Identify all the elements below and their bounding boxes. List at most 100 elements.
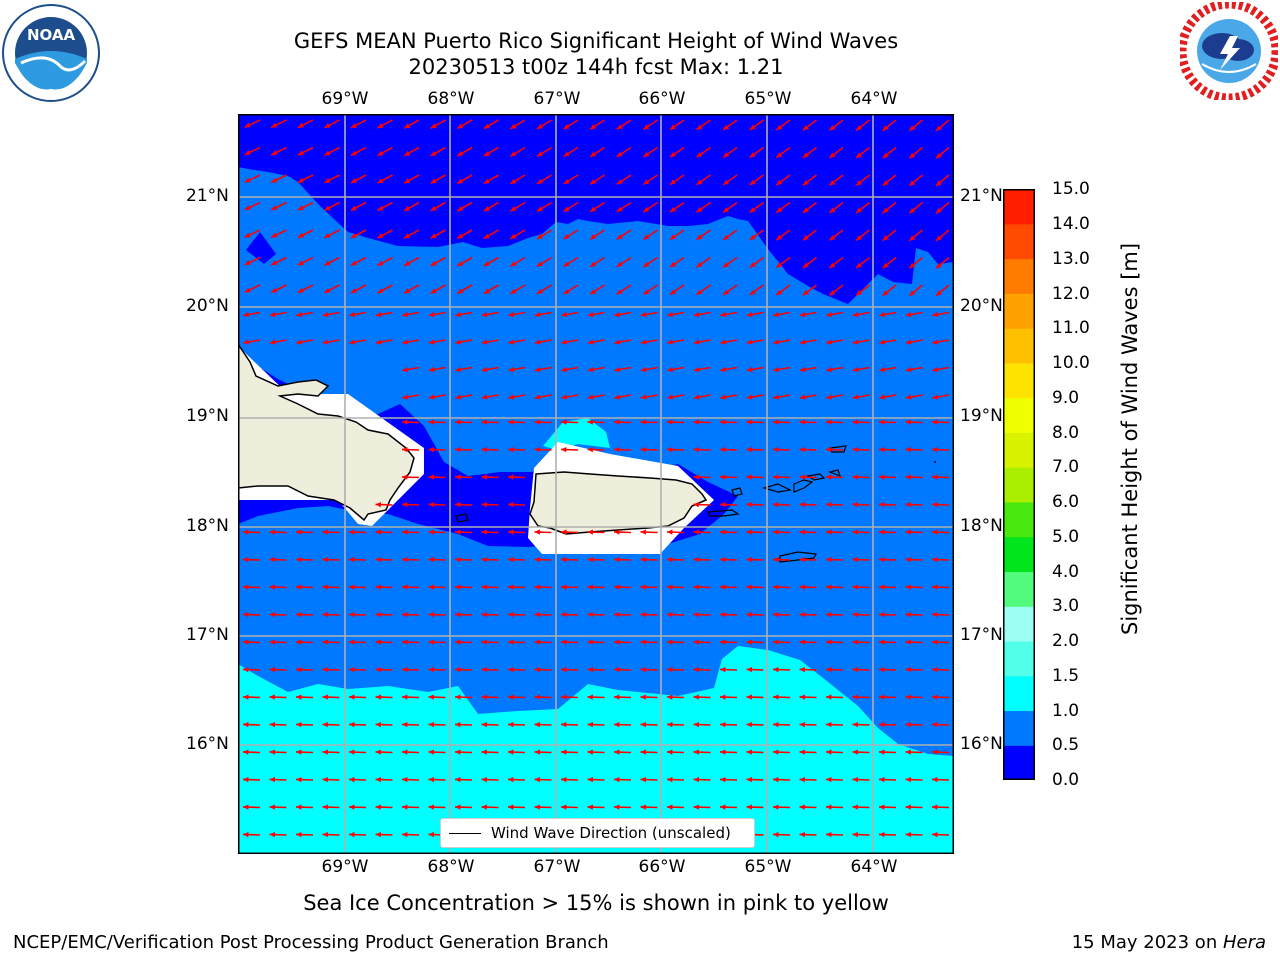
wave-direction-arrowhead (932, 311, 938, 318)
wave-direction-arrowhead (879, 694, 885, 700)
wave-direction-arrowhead (508, 722, 514, 728)
wave-band-0.0-0.5-patch (246, 232, 276, 264)
colorbar-segment (1003, 501, 1035, 538)
wave-direction-arrowhead (455, 529, 461, 535)
wave-direction-arrowhead (799, 474, 805, 480)
wave-direction-arrowhead (587, 366, 594, 373)
colorbar-tick: 1.0 (1052, 701, 1080, 721)
wave-direction-arrowhead (852, 777, 858, 783)
wave-direction-arrowhead (296, 612, 302, 618)
wave-direction-arrowhead (696, 234, 703, 240)
wave-direction-arrowhead (746, 722, 752, 728)
wave-direction-arrowhead (932, 777, 938, 783)
wave-direction-arrowhead (696, 289, 703, 295)
wave-direction-arrowhead (773, 311, 779, 318)
colorbar-segment (1003, 710, 1035, 746)
wave-direction-arrowhead (693, 584, 699, 590)
wave-direction-arrowhead (349, 529, 355, 535)
wave-direction-arrowhead (670, 261, 676, 268)
wave-direction-arrowhead (404, 178, 411, 184)
wave-direction-arrowhead (561, 694, 567, 700)
colorbar-label: Significant Height of Wind Waves [m] (1118, 242, 1142, 635)
wave-direction-arrowhead (587, 529, 593, 535)
wave-direction-arrowhead (404, 123, 411, 129)
wave-direction-arrowhead (402, 447, 408, 453)
wave-direction-arrowhead (375, 722, 381, 728)
wave-direction-arrowhead (377, 205, 384, 211)
land-st-croix (779, 551, 817, 563)
lon-label-top-66w: 66°W (638, 89, 686, 109)
wave-direction-arrowhead (534, 667, 540, 673)
wave-direction-arrowhead (852, 311, 859, 318)
wave-direction-arrowhead (936, 180, 942, 186)
map-legend: Wind Wave Direction (unscaled) (440, 818, 755, 848)
wave-direction-arrowhead (852, 419, 858, 425)
wave-direction-arrowhead (932, 694, 938, 700)
wave-direction-arrowhead (640, 419, 646, 425)
wave-direction-arrowhead (667, 557, 673, 563)
wave-direction-arrowhead (269, 557, 275, 563)
wave-direction-arrowhead (614, 529, 620, 535)
wave-direction-arrowhead (457, 178, 464, 184)
wave-direction-arrowhead (776, 234, 783, 241)
wave-direction-arrowhead (590, 234, 597, 240)
wave-band-1.0-1.5-blob (543, 418, 610, 450)
wave-direction-arrowhead (616, 289, 623, 295)
wave-direction-arrowhead (670, 124, 676, 130)
wave-direction-arrowhead (932, 366, 938, 373)
land-culebra (731, 487, 743, 497)
lat-label-right-18n: 18°N (960, 516, 1003, 536)
wave-direction-arrowhead (455, 366, 461, 373)
wave-direction-arrowhead (455, 339, 461, 345)
wave-direction-arrowhead (856, 125, 862, 131)
wave-direction-arrowhead (882, 180, 889, 186)
wave-direction-arrowhead (269, 722, 275, 728)
colorbar-tick: 0.0 (1052, 770, 1080, 790)
wave-direction-arrowhead (696, 124, 703, 130)
wave-direction-arrowhead (614, 394, 620, 400)
wave-direction-arrowhead (324, 233, 331, 238)
wave-direction-arrowhead (404, 205, 411, 211)
wave-direction-arrowhead (932, 419, 938, 425)
wave-direction-arrowhead (350, 288, 357, 293)
lat-label-right-21n: 21°N (960, 186, 1003, 206)
wave-direction-arrowhead (534, 529, 540, 535)
noaa-logo: NOAA (1, 3, 101, 103)
wave-direction-arrowhead (404, 150, 411, 156)
wave-direction-arrowhead (430, 123, 437, 129)
wave-direction-arrowhead (587, 419, 593, 425)
wave-direction-arrowhead (534, 447, 540, 453)
wave-direction-arrowhead (882, 262, 889, 269)
wave-direction-arrowhead (402, 339, 408, 345)
wave-direction-arrowhead (882, 125, 889, 131)
wave-direction-arrowhead (404, 233, 411, 239)
wave-direction-arrowhead (826, 694, 832, 700)
wave-direction-arrowhead (428, 502, 434, 508)
wave-direction-arrowhead (297, 122, 304, 128)
wave-direction-arrowhead (375, 694, 381, 700)
wave-direction-arrowhead (455, 804, 461, 810)
lon-label-bottom-64w: 64°W (850, 857, 898, 877)
wave-direction-arrowhead (481, 447, 487, 453)
wave-direction-arrowhead (667, 804, 673, 810)
lon-label-top-68w: 68°W (427, 89, 475, 109)
wave-direction-arrowhead (349, 749, 355, 755)
lat-label-left-17n: 17°N (186, 625, 229, 645)
wave-direction-arrowhead (587, 339, 594, 345)
wave-direction-arrowhead (799, 366, 806, 373)
wave-direction-arrowhead (508, 394, 514, 400)
sea-ice-note: Sea Ice Concentration > 15% is shown in … (303, 891, 889, 915)
wave-direction-arrowhead (534, 749, 540, 755)
wave-direction-arrowhead (614, 612, 620, 618)
wave-band-0.0-0.5-north (238, 114, 954, 304)
wave-direction-arrowhead (909, 207, 916, 214)
wave-direction-arrowhead (749, 289, 756, 295)
wave-direction-arrowhead (852, 667, 858, 673)
wave-direction-arrowhead (322, 557, 328, 563)
wave-direction-arrowhead (430, 260, 437, 266)
lat-label-right-17n: 17°N (960, 625, 1003, 645)
colorbar-segment (1003, 293, 1035, 329)
lon-label-top-67w: 67°W (533, 89, 581, 109)
wave-direction-arrowhead (852, 557, 858, 563)
wave-direction-arrowhead (483, 178, 490, 184)
